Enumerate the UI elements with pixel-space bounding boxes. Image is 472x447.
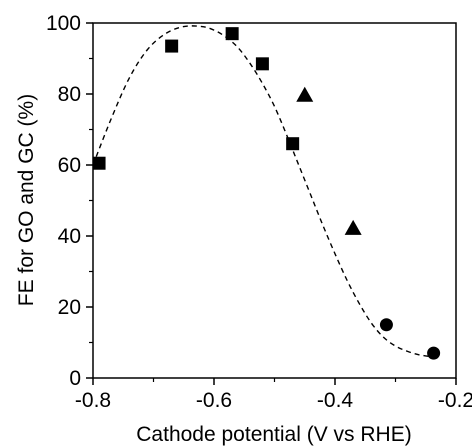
circle-marker [379,318,393,332]
square-marker [92,156,106,170]
y-tick-label: 0 [69,367,81,390]
plot-frame [92,22,457,379]
y-tick-label: 60 [58,154,81,177]
y-tick-label: 80 [58,83,81,106]
x-tick-label: -0.8 [75,389,111,412]
square-marker [286,137,300,151]
x-axis-title: Cathode potential (V vs RHE) [136,423,411,446]
circle-marker [427,346,441,360]
tick-labels: -0.8 -0.6 -0.4 -0.2 0 20 40 60 80 100 [46,12,472,412]
x-tick-label: -0.6 [196,389,232,412]
x-tick-label: -0.2 [438,389,472,412]
square-marker [255,57,269,71]
data-points [92,27,441,360]
y-axis-title: FE for GO and GC (%) [15,94,38,306]
fit-curve-line [92,25,432,358]
y-tick-label: 100 [46,12,81,35]
tick-marks [86,22,457,385]
square-marker [225,27,239,41]
x-tick-label: -0.4 [317,389,354,412]
y-tick-label: 40 [58,225,81,248]
triangle-marker [344,219,362,235]
y-tick-label: 20 [58,296,81,319]
square-marker [165,39,179,53]
triangle-marker [296,86,314,102]
